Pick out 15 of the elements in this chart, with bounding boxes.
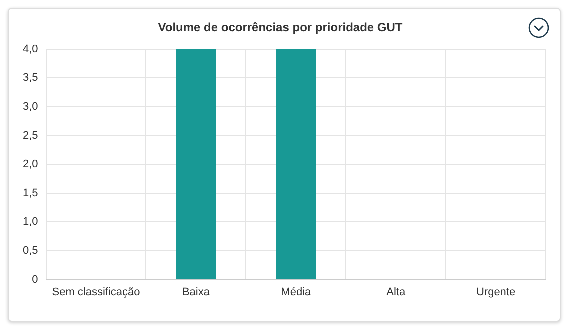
x-tick-label: Alta: [386, 286, 406, 298]
x-tick-label: Urgente: [476, 286, 516, 298]
x-tick-label: Média: [281, 286, 312, 298]
x-tick-label: Baixa: [182, 286, 211, 298]
y-tick-label: 0: [32, 274, 38, 286]
chart-title: Volume de ocorrências por prioridade GUT: [158, 20, 404, 35]
y-tick-label: 1,0: [22, 216, 38, 228]
y-tick-label: 1,5: [22, 187, 38, 200]
y-tick-label: 2,0: [22, 158, 38, 171]
y-tick-label: 2,5: [22, 130, 38, 142]
y-tick-label: 3,0: [22, 101, 38, 114]
y-tick-label: 3,5: [22, 72, 38, 84]
x-tick-label: Sem classificação: [52, 286, 140, 298]
y-tick-label: 0,5: [22, 245, 38, 258]
y-tick-label: 4,0: [22, 43, 38, 56]
